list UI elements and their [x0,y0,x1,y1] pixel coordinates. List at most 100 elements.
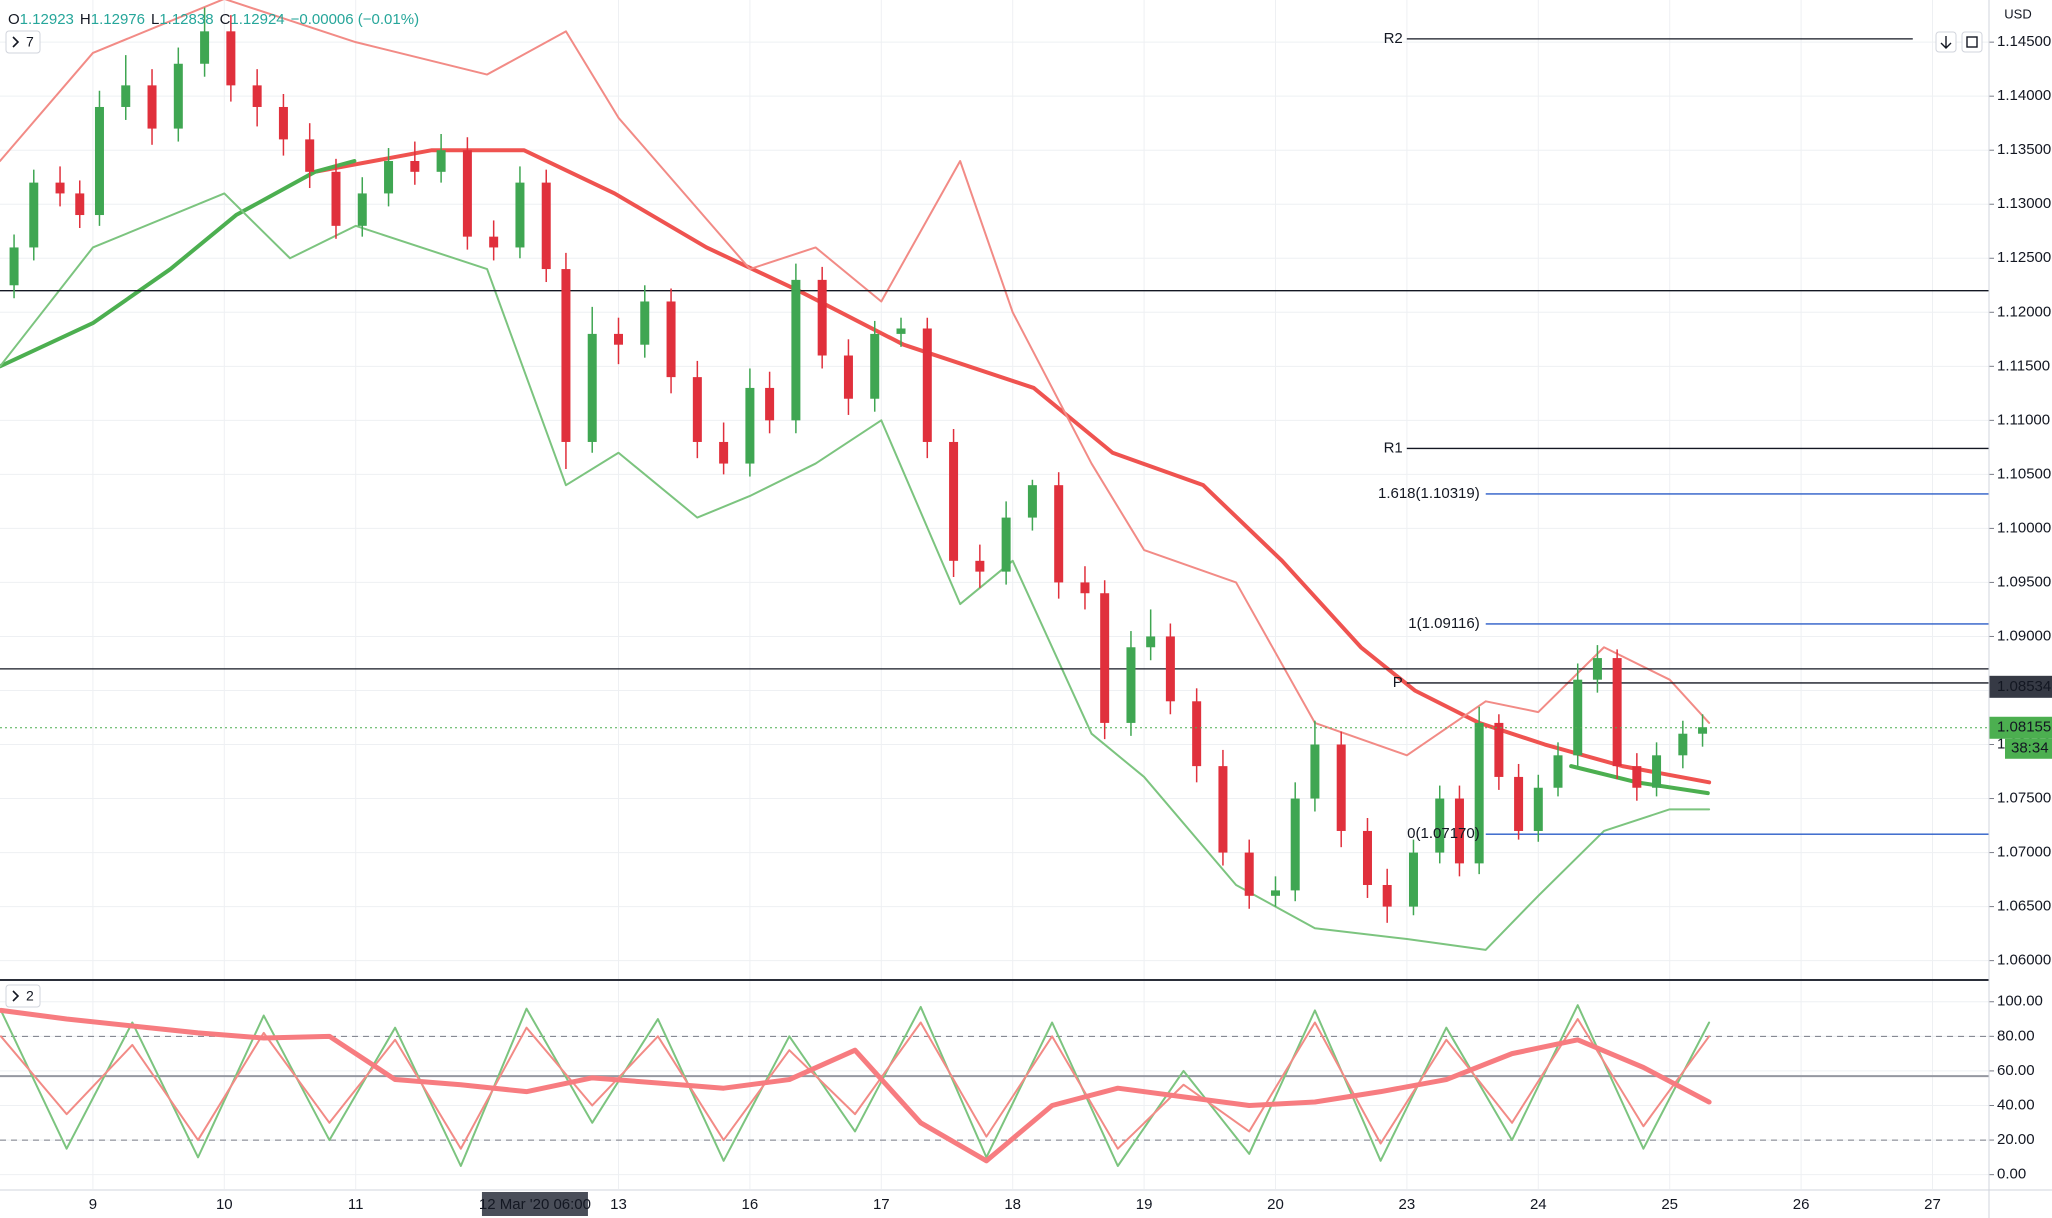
price-label: 1.08155 [1997,719,2051,736]
price-label: 1.08534 [1997,678,2051,695]
candle-body [1678,733,1688,756]
candle-body [1553,755,1563,788]
close-label: C [220,11,231,28]
high-label: H [80,11,91,28]
y-tick-label: 0.00 [1997,1166,2026,1183]
scale-buttons[interactable] [1935,31,1983,53]
indicator-toggle[interactable]: 7 [5,30,41,54]
candle-body [1270,890,1280,896]
candle-body [1192,701,1202,767]
candle-body [1514,776,1524,831]
candle-body [173,63,183,129]
fib-label: 1.618(1.10319) [1378,485,1480,502]
candle-body [489,236,499,248]
candle-body [1100,593,1110,723]
candle-body [410,161,420,172]
candle-body [305,139,315,172]
y-tick-label: 1.13500 [1997,141,2051,158]
plot-area [0,0,1989,1167]
candle-body [843,355,853,399]
indicator-count: 2 [26,988,34,1004]
candle-body [1218,766,1228,853]
candle-body [817,279,827,356]
change-value: −0.00006 (−0.01%) [291,11,419,28]
y-tick-label: 1.09000 [1997,627,2051,644]
candle-body [1698,727,1708,734]
x-tick-label: 17 [873,1196,890,1213]
candle-body [870,333,880,399]
y-tick-label: 1.06000 [1997,952,2051,969]
candle-body [1027,485,1037,518]
fib-label: 1(1.09116) [1408,615,1479,632]
x-tick-label: 11 [348,1196,364,1213]
candle-body [791,279,801,421]
toggle-box[interactable] [5,30,41,54]
candle-body [1290,798,1300,891]
x-tick-label: 19 [1136,1196,1153,1213]
x-tick-label: 23 [1399,1196,1416,1213]
candle-body [1001,517,1011,572]
header: O1.12923 H1.12976 L1.12838 C1.12924 −0.00006… [5,11,1983,1008]
low-label: L [151,11,159,28]
candle-body [1592,658,1602,680]
candle-body [436,150,446,172]
pivot-label: R2 [1384,30,1403,47]
candle-body [1652,755,1662,788]
candle-body [252,85,262,107]
button[interactable] [1961,31,1983,53]
candle-body [666,301,676,378]
close-value: 1.12924 [230,11,284,28]
candle-body [613,333,623,345]
y-tick-label: 1.12000 [1997,303,2051,320]
chevron-icon [12,990,20,1002]
candle-body [515,182,525,248]
candle-body [745,387,755,464]
x-tick-label: 26 [1793,1196,1810,1213]
candle-body [1054,485,1064,583]
price-label-box [1989,675,2052,698]
candle-body [1244,852,1254,896]
x-tick-label: 16 [742,1196,759,1213]
indicator-line [0,159,357,369]
y-tick-label: 1.14000 [1997,87,2051,104]
low-value: 1.12838 [159,11,213,28]
y-tick-label: 1.06500 [1997,898,2051,915]
indicator-count: 7 [26,34,34,50]
pivot-label: P [1393,674,1403,691]
y-tick-label: 1.12500 [1997,249,2051,266]
down-icon [1940,36,1952,49]
indicator-toggle[interactable]: 2 [5,984,41,1008]
candle-body [949,441,959,561]
x-tick-label: 25 [1661,1196,1678,1213]
y-tick-label: 100.00 [1997,993,2043,1010]
chevron-icon [12,36,20,48]
open-value: 1.12923 [20,11,74,28]
y-tick-label: 1.09500 [1997,573,2051,590]
toggle-box[interactable] [5,984,41,1008]
candle-body [587,333,597,442]
open-label: O [8,11,20,28]
y-tick-label: 40.00 [1997,1096,2035,1113]
candle-body [922,328,932,442]
fib-label: 0(1.07170) [1407,825,1480,842]
x-tick-label: 24 [1530,1196,1547,1213]
oscillator-line [0,1007,1712,1164]
candle-body [1408,852,1418,907]
candle-body [384,161,394,194]
x-tick-label: 27 [1924,1196,1941,1213]
oscillator-line [0,1018,1711,1150]
candle-body [1310,744,1320,799]
y-tick-label: 1.11000 [1997,411,2050,428]
x-tick-label: 13 [610,1196,627,1213]
indicator-line [0,0,1711,757]
y-tick-label: 1.10500 [1997,465,2051,482]
candle-body [9,247,19,286]
candle-body [94,106,104,216]
y-tick-label: 1.07500 [1997,790,2051,807]
candle-body [1494,722,1504,777]
y-tick-label: 60.00 [1997,1062,2035,1079]
candle-body [147,85,157,129]
candle-body [975,560,985,572]
